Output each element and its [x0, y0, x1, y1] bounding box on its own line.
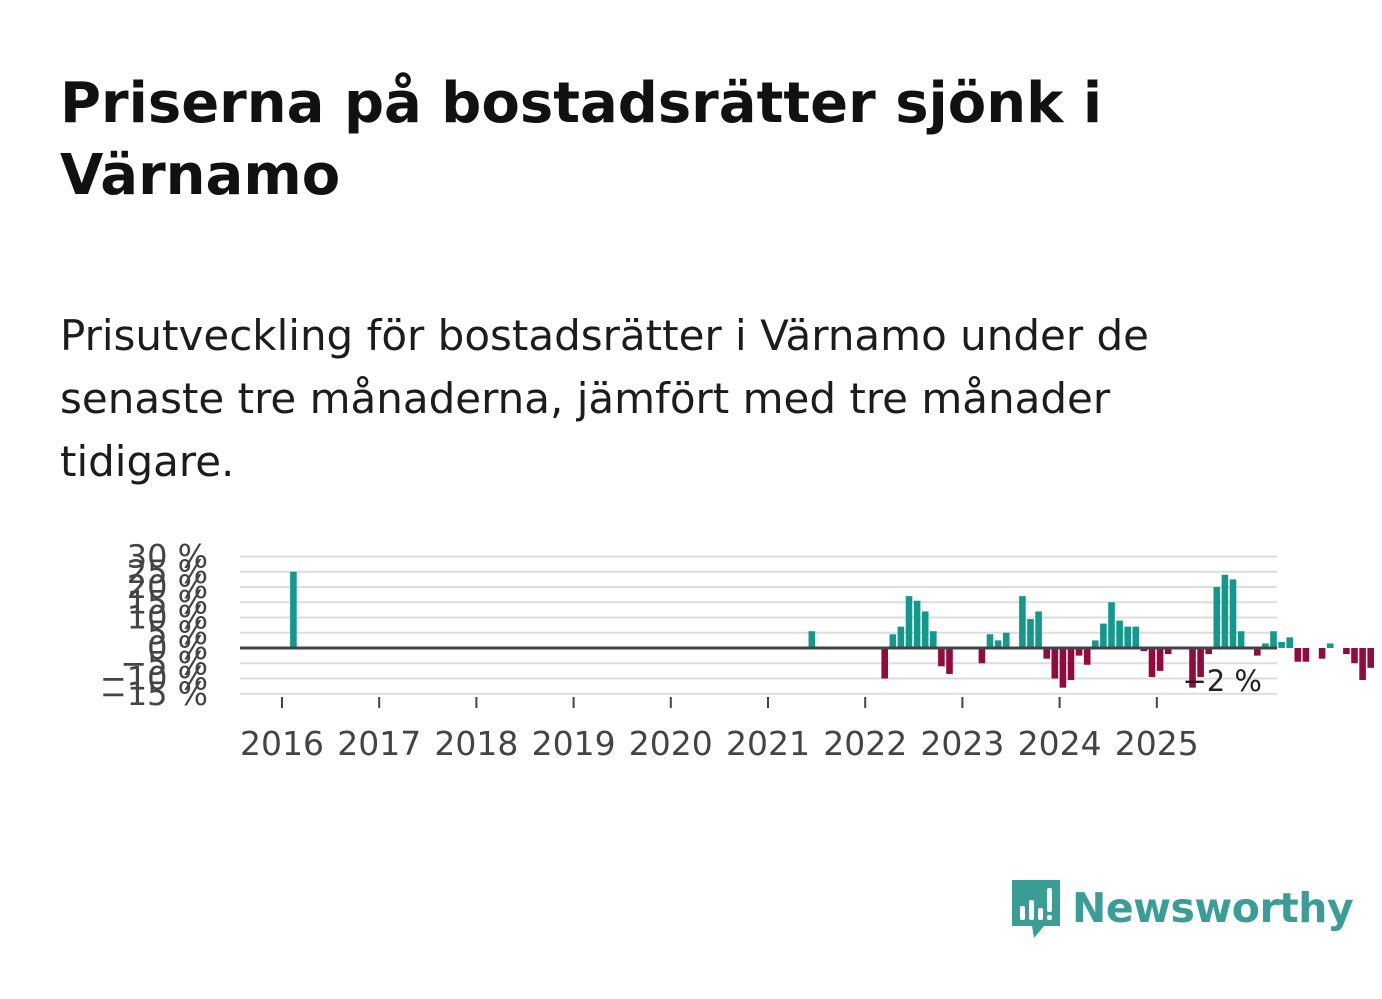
- bar: [1326, 643, 1334, 648]
- bar: [1270, 631, 1277, 648]
- bar: [1343, 648, 1350, 655]
- bar: [1156, 648, 1164, 671]
- bar: [1294, 648, 1302, 662]
- bar: [1302, 648, 1310, 662]
- bar: [881, 648, 888, 679]
- bar: [1027, 619, 1034, 648]
- bar: [1067, 648, 1075, 681]
- gridlines: [240, 555, 1277, 695]
- bar: [1278, 641, 1285, 648]
- bar: [905, 596, 913, 648]
- chart-subtitle: Prisutveckling för bostadsrätter i Värna…: [60, 311, 1149, 486]
- y-axis: −15 %−10 %−5 %0 %5 %10 %15 %20 %25 %30 %: [100, 538, 208, 713]
- y-tick-label: 5 %: [147, 614, 208, 652]
- bar: [1140, 648, 1148, 652]
- bar: [897, 626, 905, 648]
- x-tick-label: 2018: [434, 724, 518, 763]
- bar: [1318, 648, 1326, 659]
- bar: [808, 631, 816, 648]
- bar: [1132, 626, 1140, 648]
- bar: [1189, 648, 1196, 688]
- y-tick-label: 10 %: [127, 599, 208, 637]
- bar: [946, 648, 953, 674]
- bar: [994, 640, 1002, 648]
- x-tick-label: 2021: [726, 724, 810, 763]
- bar: [1254, 648, 1261, 656]
- x-tick-label: 2017: [337, 724, 421, 763]
- y-tick-label: −5 %: [120, 644, 208, 682]
- x-tick-label: 2019: [532, 724, 616, 763]
- x-tick-label: 2024: [1018, 724, 1102, 763]
- bar: [1262, 643, 1269, 648]
- y-tick-label: 25 %: [127, 553, 208, 591]
- bar: [1367, 648, 1374, 668]
- bar: [1164, 648, 1172, 655]
- bar: [986, 634, 994, 648]
- newsworthy-logo[interactable]: Newsworthy: [1010, 876, 1354, 940]
- y-tick-label: −15 %: [100, 675, 208, 713]
- bar: [1351, 648, 1358, 664]
- y-tick-label: 30 %: [127, 538, 208, 576]
- bar: [1051, 648, 1059, 679]
- y-tick-label: 0 %: [147, 629, 208, 667]
- bar: [1197, 648, 1204, 677]
- bar: [1019, 596, 1026, 648]
- bar: [1059, 648, 1067, 688]
- bar: [938, 648, 945, 667]
- chart-title: Priserna på bostadsrätter sjönk i Värnam…: [60, 71, 1103, 208]
- bar: [1359, 648, 1366, 681]
- bar: [978, 648, 986, 664]
- x-axis: 2016 2017 2018 2019 2020 2021 2022 2023 2024 2025: [240, 697, 1199, 763]
- bar: [1148, 648, 1156, 677]
- bar: [1002, 632, 1010, 648]
- bar: [1083, 648, 1091, 665]
- y-tick-label: 15 %: [127, 583, 208, 621]
- x-tick-label: 2025: [1115, 724, 1199, 763]
- bar: [1124, 626, 1131, 648]
- bar: [930, 631, 937, 648]
- bar: [290, 571, 297, 648]
- bar: [1108, 602, 1115, 648]
- bar: [1237, 631, 1245, 648]
- bar: [921, 611, 929, 648]
- x-tick-label: 2020: [629, 724, 713, 763]
- last-value-annotation: −2 %: [1182, 664, 1262, 698]
- bar: [1116, 620, 1123, 648]
- bar: [1075, 648, 1083, 656]
- brand-name: Newsworthy: [1072, 884, 1354, 932]
- bar: [1100, 623, 1107, 648]
- bar: [1221, 574, 1229, 648]
- bar: [1286, 637, 1293, 648]
- bar: [1229, 579, 1237, 648]
- bar: [913, 600, 921, 648]
- bar: [1092, 640, 1099, 648]
- bar: [1213, 587, 1221, 648]
- bar: [1205, 648, 1212, 655]
- bar: [1035, 611, 1042, 648]
- y-tick-label: −10 %: [100, 660, 208, 698]
- y-tick-label: 20 %: [127, 568, 208, 606]
- bar: [1043, 648, 1050, 659]
- x-tick-label: 2022: [823, 724, 907, 763]
- bars: [290, 571, 1374, 688]
- x-tick-label: 2016: [240, 724, 324, 763]
- x-tick-label: 2023: [920, 724, 1004, 763]
- newsworthy-logo-icon: [1012, 880, 1060, 938]
- bar: [889, 634, 897, 648]
